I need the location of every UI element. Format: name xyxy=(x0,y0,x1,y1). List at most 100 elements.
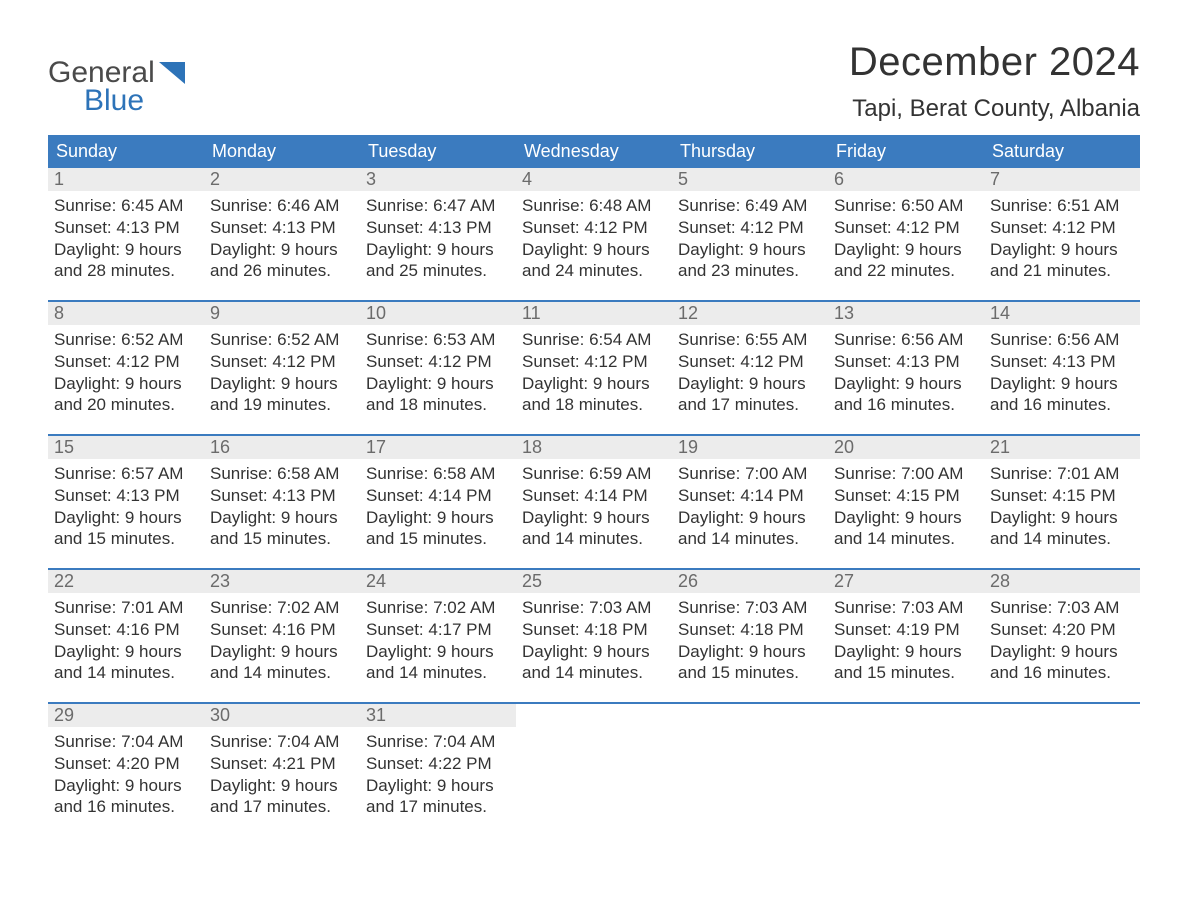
sunset-line: Sunset: 4:12 PM xyxy=(366,351,510,373)
day-number: 19 xyxy=(672,436,828,459)
sunset-line: Sunset: 4:17 PM xyxy=(366,619,510,641)
daylight-line1: Daylight: 9 hours xyxy=(210,775,354,797)
cell-body: Sunrise: 7:04 AMSunset: 4:21 PMDaylight:… xyxy=(204,727,360,828)
cell-body: Sunrise: 6:47 AMSunset: 4:13 PMDaylight:… xyxy=(360,191,516,292)
day-header-mon: Monday xyxy=(204,135,360,168)
day-number: 31 xyxy=(360,704,516,727)
calendar-cell: 10Sunrise: 6:53 AMSunset: 4:12 PMDayligh… xyxy=(360,302,516,426)
sunset-line: Sunset: 4:19 PM xyxy=(834,619,978,641)
daylight-line2: and 16 minutes. xyxy=(990,662,1134,684)
weeks-container: 1Sunrise: 6:45 AMSunset: 4:13 PMDaylight… xyxy=(48,168,1140,828)
daylight-line2: and 17 minutes. xyxy=(366,796,510,818)
day-number: 3 xyxy=(360,168,516,191)
cell-body: Sunrise: 6:45 AMSunset: 4:13 PMDaylight:… xyxy=(48,191,204,292)
daylight-line2: and 18 minutes. xyxy=(522,394,666,416)
daylight-line1: Daylight: 9 hours xyxy=(990,373,1134,395)
daylight-line2: and 14 minutes. xyxy=(54,662,198,684)
day-number: 14 xyxy=(984,302,1140,325)
sunset-line: Sunset: 4:13 PM xyxy=(210,485,354,507)
sunset-line: Sunset: 4:20 PM xyxy=(990,619,1134,641)
day-header-sun: Sunday xyxy=(48,135,204,168)
sunrise-line: Sunrise: 6:55 AM xyxy=(678,329,822,351)
daylight-line1: Daylight: 9 hours xyxy=(210,239,354,261)
calendar-cell: 6Sunrise: 6:50 AMSunset: 4:12 PMDaylight… xyxy=(828,168,984,292)
daylight-line2: and 21 minutes. xyxy=(990,260,1134,282)
sunset-line: Sunset: 4:15 PM xyxy=(834,485,978,507)
day-header-sat: Saturday xyxy=(984,135,1140,168)
calendar-cell: 17Sunrise: 6:58 AMSunset: 4:14 PMDayligh… xyxy=(360,436,516,560)
sunset-line: Sunset: 4:18 PM xyxy=(522,619,666,641)
sunrise-line: Sunrise: 6:58 AM xyxy=(366,463,510,485)
daylight-line2: and 15 minutes. xyxy=(210,528,354,550)
day-number: 8 xyxy=(48,302,204,325)
day-number: 23 xyxy=(204,570,360,593)
cell-body: Sunrise: 7:02 AMSunset: 4:16 PMDaylight:… xyxy=(204,593,360,694)
cell-body: Sunrise: 6:58 AMSunset: 4:14 PMDaylight:… xyxy=(360,459,516,560)
sunset-line: Sunset: 4:13 PM xyxy=(54,217,198,239)
sunrise-line: Sunrise: 7:03 AM xyxy=(522,597,666,619)
cell-body: Sunrise: 6:56 AMSunset: 4:13 PMDaylight:… xyxy=(984,325,1140,426)
calendar-cell: 31Sunrise: 7:04 AMSunset: 4:22 PMDayligh… xyxy=(360,704,516,828)
sunset-line: Sunset: 4:20 PM xyxy=(54,753,198,775)
daylight-line1: Daylight: 9 hours xyxy=(366,775,510,797)
daylight-line1: Daylight: 9 hours xyxy=(366,373,510,395)
calendar-cell: 7Sunrise: 6:51 AMSunset: 4:12 PMDaylight… xyxy=(984,168,1140,292)
daylight-line1: Daylight: 9 hours xyxy=(54,239,198,261)
daylight-line2: and 19 minutes. xyxy=(210,394,354,416)
day-number: 21 xyxy=(984,436,1140,459)
calendar-cell: 4Sunrise: 6:48 AMSunset: 4:12 PMDaylight… xyxy=(516,168,672,292)
cell-body: Sunrise: 6:53 AMSunset: 4:12 PMDaylight:… xyxy=(360,325,516,426)
sunset-line: Sunset: 4:14 PM xyxy=(522,485,666,507)
cell-body: Sunrise: 6:58 AMSunset: 4:13 PMDaylight:… xyxy=(204,459,360,560)
calendar-cell: 11Sunrise: 6:54 AMSunset: 4:12 PMDayligh… xyxy=(516,302,672,426)
sunrise-line: Sunrise: 6:49 AM xyxy=(678,195,822,217)
cell-body: Sunrise: 6:56 AMSunset: 4:13 PMDaylight:… xyxy=(828,325,984,426)
cell-body: Sunrise: 6:52 AMSunset: 4:12 PMDaylight:… xyxy=(204,325,360,426)
calendar-cell: 16Sunrise: 6:58 AMSunset: 4:13 PMDayligh… xyxy=(204,436,360,560)
daylight-line1: Daylight: 9 hours xyxy=(522,239,666,261)
calendar-cell: 15Sunrise: 6:57 AMSunset: 4:13 PMDayligh… xyxy=(48,436,204,560)
calendar-cell: 20Sunrise: 7:00 AMSunset: 4:15 PMDayligh… xyxy=(828,436,984,560)
day-number: 29 xyxy=(48,704,204,727)
sunset-line: Sunset: 4:14 PM xyxy=(366,485,510,507)
daylight-line1: Daylight: 9 hours xyxy=(366,239,510,261)
day-number: 12 xyxy=(672,302,828,325)
day-number: 1 xyxy=(48,168,204,191)
daylight-line1: Daylight: 9 hours xyxy=(678,239,822,261)
cell-body: Sunrise: 7:00 AMSunset: 4:15 PMDaylight:… xyxy=(828,459,984,560)
title-block: December 2024 Tapi, Berat County, Albani… xyxy=(849,40,1140,123)
calendar-cell: 23Sunrise: 7:02 AMSunset: 4:16 PMDayligh… xyxy=(204,570,360,694)
day-number: 11 xyxy=(516,302,672,325)
calendar-cell: 26Sunrise: 7:03 AMSunset: 4:18 PMDayligh… xyxy=(672,570,828,694)
cell-body: Sunrise: 6:52 AMSunset: 4:12 PMDaylight:… xyxy=(48,325,204,426)
sunset-line: Sunset: 4:21 PM xyxy=(210,753,354,775)
daylight-line2: and 14 minutes. xyxy=(990,528,1134,550)
day-number: 18 xyxy=(516,436,672,459)
day-header-wed: Wednesday xyxy=(516,135,672,168)
daylight-line1: Daylight: 9 hours xyxy=(54,373,198,395)
cell-body: Sunrise: 7:01 AMSunset: 4:16 PMDaylight:… xyxy=(48,593,204,694)
month-title: December 2024 xyxy=(849,40,1140,85)
sunrise-line: Sunrise: 6:51 AM xyxy=(990,195,1134,217)
sunrise-line: Sunrise: 7:00 AM xyxy=(678,463,822,485)
sunrise-line: Sunrise: 6:48 AM xyxy=(522,195,666,217)
week-row: 8Sunrise: 6:52 AMSunset: 4:12 PMDaylight… xyxy=(48,300,1140,426)
day-number: 9 xyxy=(204,302,360,325)
day-number: 30 xyxy=(204,704,360,727)
calendar: Sunday Monday Tuesday Wednesday Thursday… xyxy=(48,135,1140,828)
sunrise-line: Sunrise: 6:46 AM xyxy=(210,195,354,217)
sunset-line: Sunset: 4:16 PM xyxy=(54,619,198,641)
day-number: 2 xyxy=(204,168,360,191)
sunrise-line: Sunrise: 7:01 AM xyxy=(990,463,1134,485)
sunset-line: Sunset: 4:12 PM xyxy=(210,351,354,373)
day-number: 17 xyxy=(360,436,516,459)
daylight-line1: Daylight: 9 hours xyxy=(990,507,1134,529)
day-number: 24 xyxy=(360,570,516,593)
cell-body: Sunrise: 7:03 AMSunset: 4:18 PMDaylight:… xyxy=(516,593,672,694)
calendar-cell: 21Sunrise: 7:01 AMSunset: 4:15 PMDayligh… xyxy=(984,436,1140,560)
daylight-line2: and 22 minutes. xyxy=(834,260,978,282)
sunset-line: Sunset: 4:13 PM xyxy=(990,351,1134,373)
day-number: 22 xyxy=(48,570,204,593)
logo-triangle-icon xyxy=(159,62,185,84)
calendar-cell: 30Sunrise: 7:04 AMSunset: 4:21 PMDayligh… xyxy=(204,704,360,828)
